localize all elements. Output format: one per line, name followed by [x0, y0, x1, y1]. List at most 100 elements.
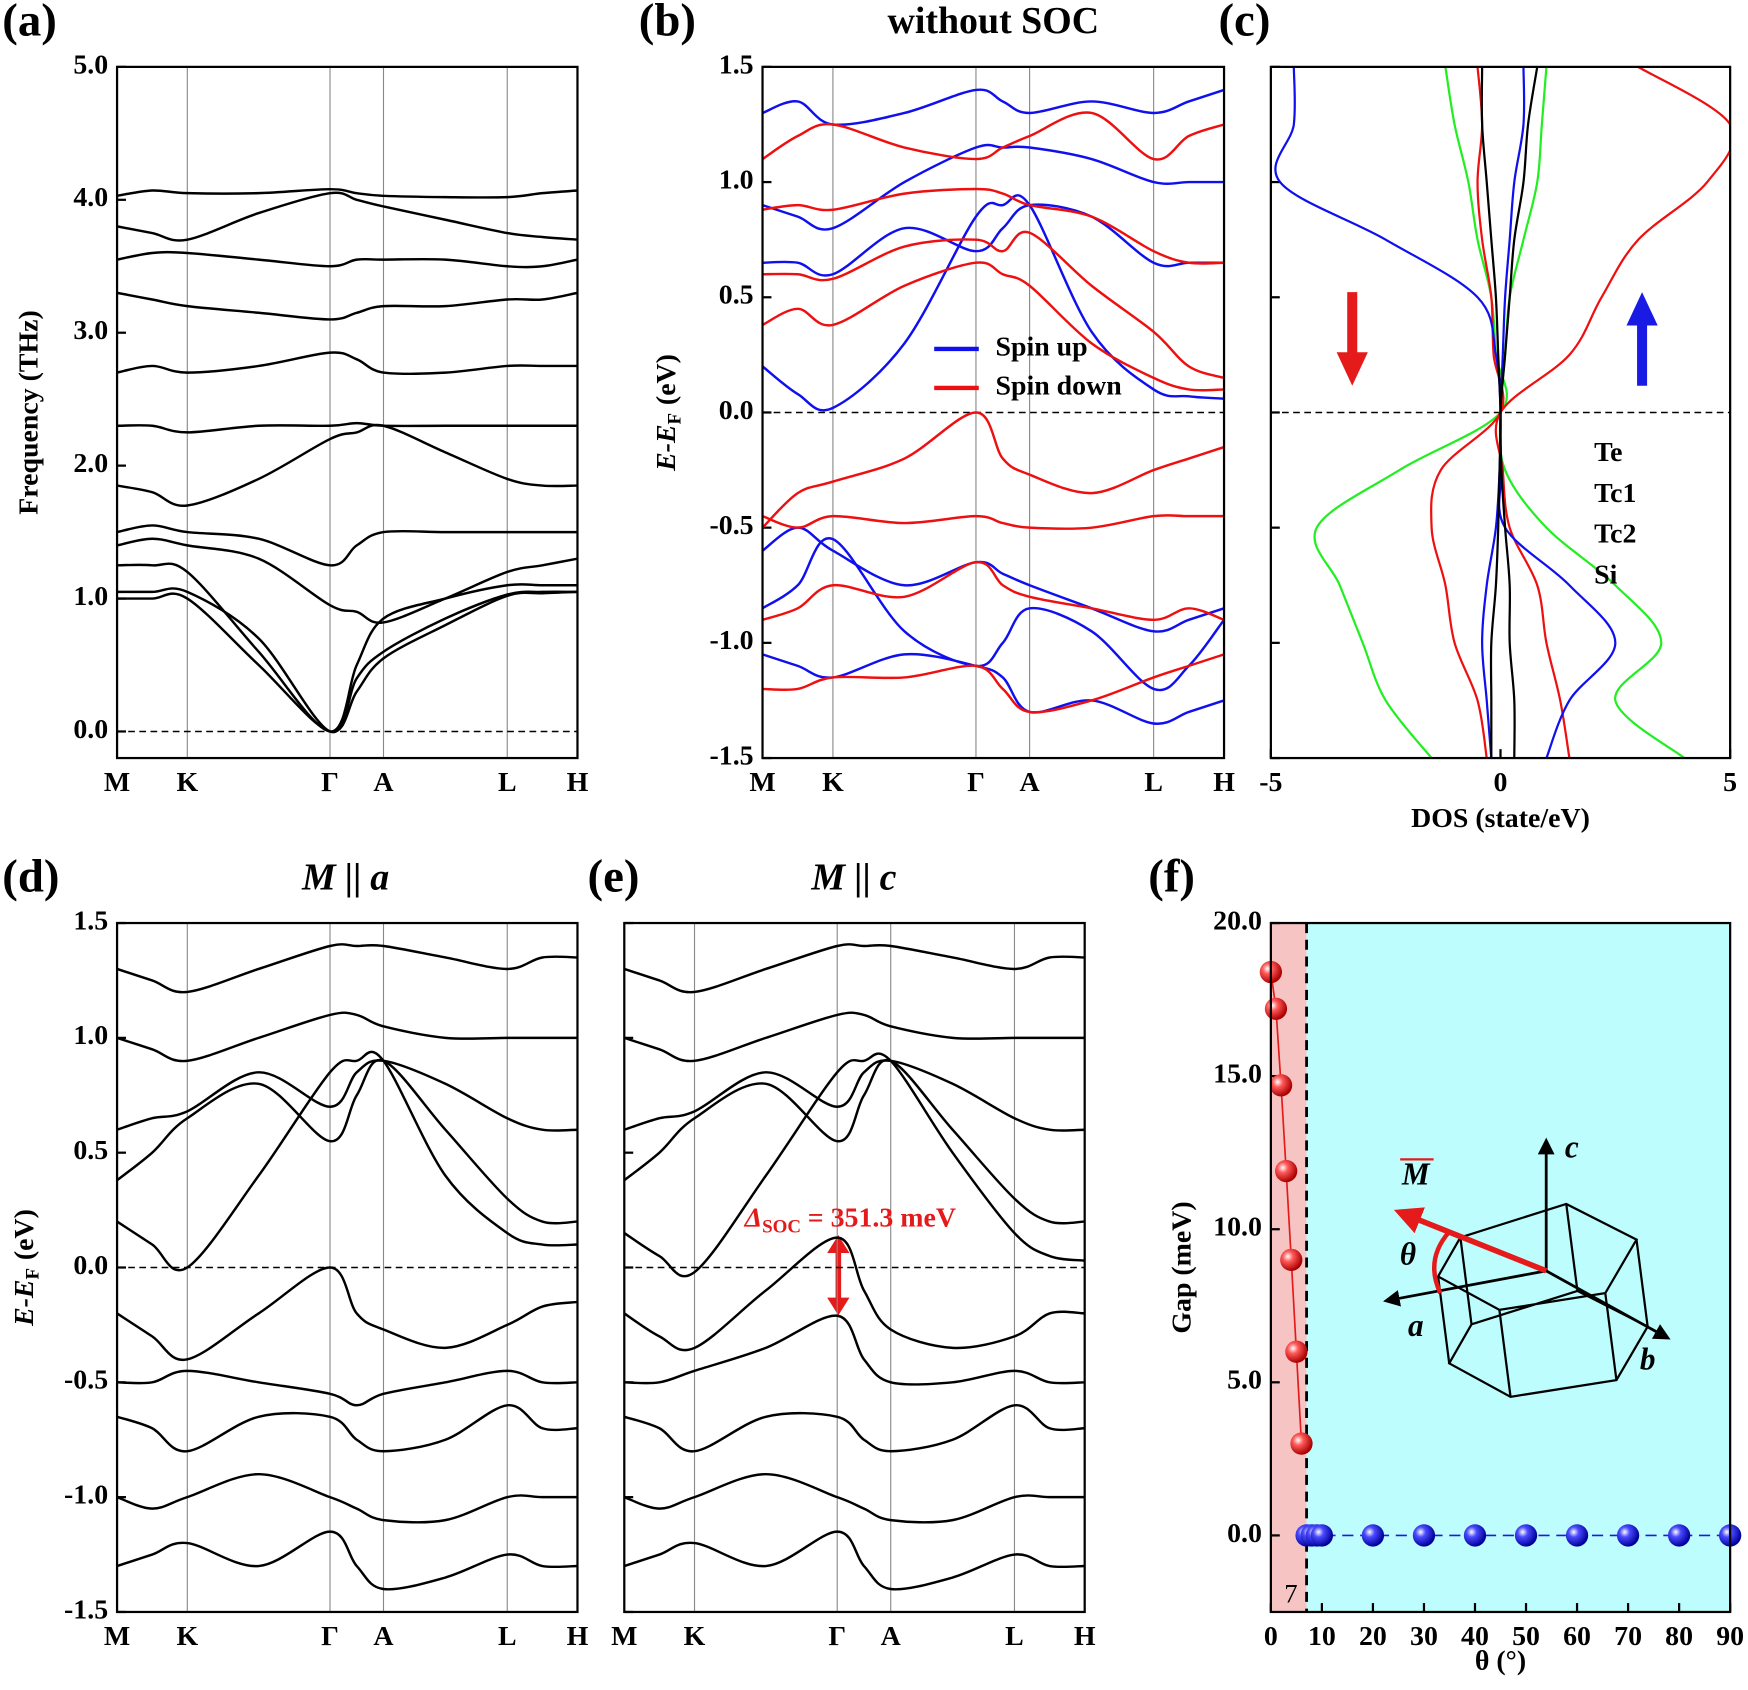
inset-line [1545, 1269, 1671, 1340]
legend-label: Spin down [996, 370, 1123, 401]
x-tick-label: L [1144, 767, 1163, 798]
x-tick-label: 30 [1410, 1621, 1438, 1652]
legend-label: Si [1594, 559, 1617, 590]
x-tick-label: M [611, 1621, 637, 1652]
band [117, 1266, 578, 1362]
y-tick-label: -1.5 [709, 740, 753, 771]
y-tick-label: 0.0 [73, 1250, 108, 1281]
x-tick-label: H [567, 1621, 589, 1652]
y-tick-label: 1.5 [73, 905, 108, 936]
gap-arrow [827, 1235, 850, 1316]
band [624, 1052, 1085, 1278]
annotation-part: = 351.3 meV [808, 1203, 956, 1234]
inset-label: a [1408, 1308, 1424, 1343]
label-part: E-E [9, 1279, 40, 1326]
inset-line [1393, 1207, 1548, 1274]
y-tick-label: 0.0 [73, 714, 108, 745]
spin-arrows [1336, 292, 1658, 386]
band [117, 1050, 578, 1272]
band [762, 111, 1225, 161]
point [1280, 1248, 1303, 1271]
legend-label: Spin up [996, 331, 1088, 362]
annotation-part: SOC [762, 1217, 801, 1238]
inset-line [1635, 1239, 1649, 1327]
band [762, 88, 1225, 127]
plot-area [624, 943, 1085, 1591]
x-axis-label: DOS (state/eV) [1411, 803, 1590, 834]
legend-label: Tc2 [1594, 519, 1636, 550]
frame [623, 921, 1086, 1614]
y-tick-label: 0.5 [719, 280, 754, 311]
x-tick-label: Γ [967, 767, 985, 798]
x-tick-label: 70 [1614, 1621, 1642, 1652]
annotation-part: Δ [744, 1203, 762, 1234]
band [117, 1369, 578, 1407]
inset-label: M [1401, 1156, 1431, 1191]
frame [761, 65, 1226, 760]
y-tick-label: 4.0 [73, 182, 108, 213]
band [762, 203, 1225, 277]
frame [1269, 65, 1732, 760]
label-part: (eV) [9, 1209, 40, 1260]
y-tick-label: -0.5 [709, 510, 753, 541]
x-tick-label: Γ [828, 1621, 846, 1652]
x-tick-label: H [567, 767, 589, 798]
x-tick-label: 0 [1494, 767, 1508, 798]
point [1285, 1340, 1308, 1363]
band [117, 1058, 578, 1225]
y-tick-label: 1.5 [719, 49, 754, 80]
band [117, 1472, 578, 1524]
plot-area [1274, 66, 1731, 759]
point [1565, 1524, 1589, 1547]
point [1616, 1524, 1640, 1547]
title-part: M [810, 856, 846, 898]
title-part: M [301, 856, 337, 898]
x-tick-label: K [822, 767, 844, 798]
x-axis-label: θ (°) [1475, 1646, 1526, 1677]
inset-label: b [1640, 1341, 1656, 1376]
dos-curve [1480, 66, 1502, 759]
x-tick-label: A [373, 767, 393, 798]
band [117, 524, 578, 567]
x-tick-label: 40 [1461, 1621, 1489, 1652]
point [1290, 1432, 1313, 1455]
x-tick-label: K [684, 1621, 706, 1652]
legend-label: Te [1594, 437, 1622, 468]
theta-arc [1432, 1230, 1451, 1295]
x-tick-label: 90 [1716, 1621, 1744, 1652]
y-tick-label: 1.0 [73, 581, 108, 612]
x-tick-label: 60 [1563, 1621, 1591, 1652]
x-tick-label: H [1213, 767, 1235, 798]
dos-curve [1313, 66, 1508, 759]
point [1264, 997, 1288, 1020]
y-axis-label: Frequency (THz) [14, 310, 45, 515]
point [1310, 1524, 1334, 1547]
frame [115, 65, 579, 760]
band [762, 537, 1225, 692]
band [624, 1059, 1085, 1132]
inset-line [1565, 1203, 1579, 1292]
panel-label: (a) [2, 0, 57, 46]
band [117, 191, 578, 242]
x-tick-label: 0 [1264, 1621, 1278, 1652]
x-tick-label: L [498, 1621, 517, 1652]
y-tick-label: 15.0 [1213, 1059, 1262, 1090]
title-part: c [880, 856, 897, 898]
annotation: ΔSOC = 351.3 meV [744, 1203, 956, 1238]
dos-curve [1494, 66, 1731, 759]
band [117, 187, 578, 199]
point [1514, 1524, 1538, 1547]
band [117, 1011, 578, 1063]
band [762, 514, 1225, 530]
band [117, 537, 578, 624]
x-tick-label: M [749, 767, 775, 798]
x-tick-label: -5 [1259, 767, 1282, 798]
y-tick-label: 0.0 [1227, 1518, 1262, 1549]
inset-line [1383, 1269, 1547, 1307]
x-tick-label: Γ [321, 767, 339, 798]
threshold-label: 7 [1284, 1578, 1297, 1608]
y-tick-label: 0.0 [719, 395, 754, 426]
band [624, 1314, 1085, 1386]
title-part: || [854, 856, 871, 898]
